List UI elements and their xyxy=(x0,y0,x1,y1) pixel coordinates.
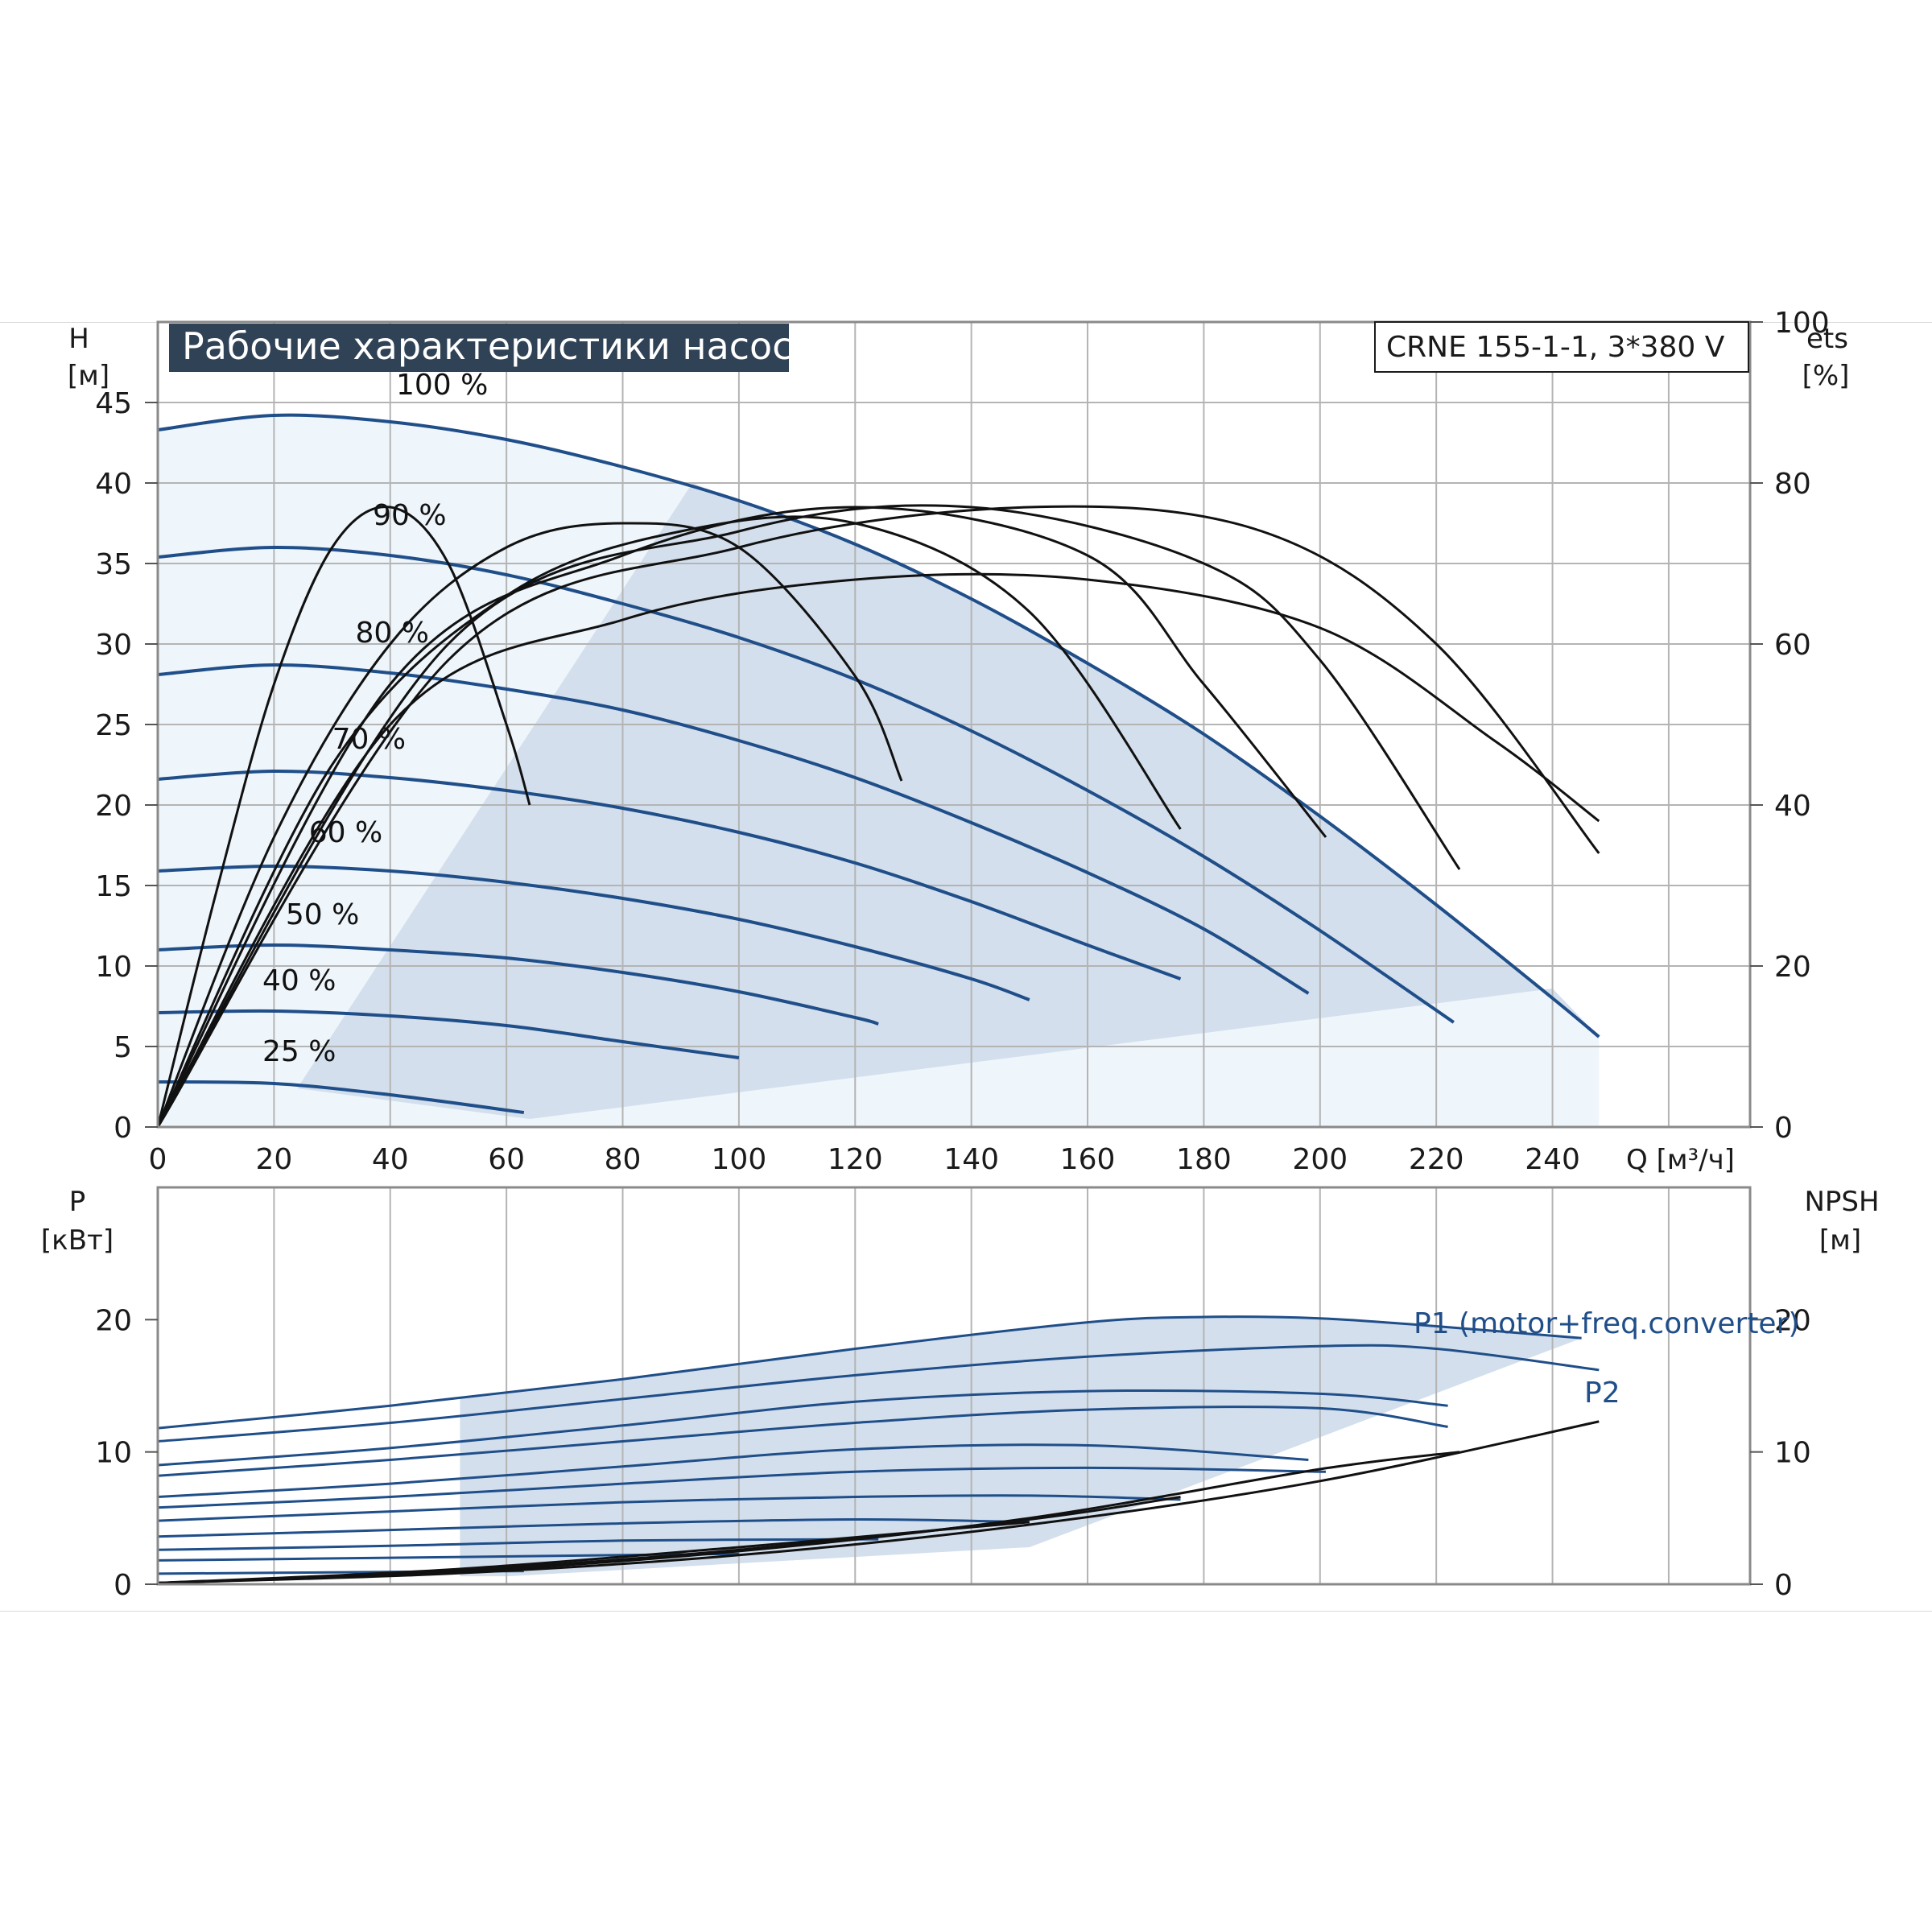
y-tick-label: 10 xyxy=(95,951,132,984)
y-tick-label: 30 xyxy=(95,629,132,662)
head-curve-40 xyxy=(158,1009,740,1059)
x-tick-label: 80 xyxy=(605,1143,642,1176)
x-tick-label: 180 xyxy=(1176,1143,1232,1176)
p2-curve-14 xyxy=(158,1521,1030,1584)
model-label: CRNE 155-1-1, 3*380 V xyxy=(1386,331,1725,364)
x-tick-label: 120 xyxy=(828,1143,883,1176)
head-chart: Рабочие характеристики насоса CRNE 155-1… xyxy=(68,307,1850,1176)
npsh-y-tick-labels: 0 10 20 xyxy=(1750,1304,1811,1602)
x-tick-label: 40 xyxy=(372,1143,409,1176)
p1-curve-5 xyxy=(158,1466,1327,1509)
speed-label: 100 % xyxy=(396,369,488,402)
y-tick-label: 35 xyxy=(95,548,132,581)
power-curves xyxy=(158,1315,1600,1584)
head-x-tick-labels: 0 20 40 60 80 100 120 140 160 180 200 220 240 xyxy=(149,1143,1580,1176)
power-y-label-line2: [кВт] xyxy=(41,1224,114,1257)
y2-tick-label: 100 xyxy=(1774,307,1830,340)
efficiency-curve-8 xyxy=(158,506,531,1127)
chart-title-box xyxy=(169,324,789,372)
x-tick-label: 160 xyxy=(1060,1143,1116,1176)
p1-curve-1 xyxy=(158,1344,1600,1443)
x-tick-label: 60 xyxy=(488,1143,525,1176)
head-y-tick-labels: 0 5 10 15 20 25 30 35 40 45 xyxy=(95,387,158,1145)
p1-curve-3 xyxy=(158,1406,1448,1477)
p1-curve-2 xyxy=(158,1389,1448,1467)
efficiency-curve-9 xyxy=(158,522,903,1127)
npsh-y-tick-label: 20 xyxy=(1774,1304,1811,1337)
flow-x-label: Q [м³/ч] xyxy=(1626,1144,1735,1176)
y-tick-label: 25 xyxy=(95,709,132,742)
p1-curve-6 xyxy=(158,1494,1181,1522)
y-tick-label: 0 xyxy=(114,1112,132,1145)
p1-series-label: P1 (motor+freq.converter) xyxy=(1414,1307,1799,1340)
y-tick-label: 5 xyxy=(114,1031,132,1064)
efficiency-curve-10 xyxy=(158,515,1182,1127)
speed-label: 70 % xyxy=(332,723,406,756)
efficiency-curve-14 xyxy=(158,572,1600,1127)
y2-tick-label: 60 xyxy=(1774,629,1811,662)
p1-curve-7 xyxy=(158,1517,1030,1538)
head-curves xyxy=(158,413,1600,1127)
power-y-label-line1: P xyxy=(69,1186,86,1218)
speed-label: 90 % xyxy=(373,499,446,532)
x-tick-label: 20 xyxy=(255,1143,292,1176)
npsh-y-label-line1: NPSH xyxy=(1804,1186,1879,1218)
p2-series-label: P2 xyxy=(1584,1377,1620,1410)
power-y-tick-label: 20 xyxy=(95,1304,132,1337)
head-curve-100 xyxy=(158,413,1600,1038)
chart-title: Рабочие характеристики насоса xyxy=(182,324,815,368)
p1-curve-8 xyxy=(158,1538,879,1551)
power-chart: 0 10 20 0 10 20 P [кВт] NPSH [м] P1 (motor+f… xyxy=(41,1186,1880,1602)
power-operating-band xyxy=(460,1316,1582,1577)
head-curve-50 xyxy=(158,943,879,1026)
y-tick-label: 15 xyxy=(95,870,132,903)
speed-label: 80 % xyxy=(355,617,428,650)
head-y-label-line1: H xyxy=(68,323,89,355)
model-box xyxy=(1374,321,1749,373)
speed-label: 40 % xyxy=(262,964,336,997)
y2-tick-label: 0 xyxy=(1774,1112,1793,1145)
efficiency-curve-11 xyxy=(158,506,1327,1127)
x-tick-label: 140 xyxy=(943,1143,999,1176)
head-curve-70 xyxy=(158,769,1182,980)
npsh-y-tick-label: 0 xyxy=(1774,1569,1793,1602)
eff-y-label-line1: ets xyxy=(1806,323,1848,355)
x-tick-label: 220 xyxy=(1409,1143,1464,1176)
eff-y-label-line2: [%] xyxy=(1802,360,1850,392)
npsh-y-tick-label: 10 xyxy=(1774,1437,1811,1470)
y2-tick-label: 40 xyxy=(1774,790,1811,823)
speed-label: 60 % xyxy=(309,816,382,849)
p1-curve-4 xyxy=(158,1443,1309,1498)
x-tick-label: 100 xyxy=(712,1143,767,1176)
power-y-tick-label: 0 xyxy=(114,1569,132,1602)
y2-tick-label: 80 xyxy=(1774,468,1811,501)
head-curve-80 xyxy=(158,663,1310,995)
speed-label: 50 % xyxy=(286,898,359,931)
x-tick-label: 200 xyxy=(1292,1143,1348,1176)
head-curve-25 xyxy=(158,1080,525,1114)
y-tick-label: 40 xyxy=(95,468,132,501)
p1-curve-0 xyxy=(158,1315,1582,1430)
speed-label: 25 % xyxy=(262,1035,336,1068)
y2-tick-label: 20 xyxy=(1774,951,1811,984)
y-tick-label: 45 xyxy=(95,387,132,420)
power-chart-frame xyxy=(156,1186,1752,1586)
speed-labels: 100 % 90 % 80 % 70 % 60 % 50 % 40 % 25 % xyxy=(262,369,488,1068)
x-tick-label: 0 xyxy=(149,1143,167,1176)
y-tick-label: 20 xyxy=(95,790,132,823)
power-chart-grid xyxy=(273,1187,1670,1584)
head-curve-90 xyxy=(158,545,1455,1024)
power-y-tick-label: 10 xyxy=(95,1437,132,1470)
power-y-tick-labels: 0 10 20 xyxy=(95,1304,158,1602)
efficiency-curve-13 xyxy=(158,505,1600,1127)
head-y-label-line2: [м] xyxy=(68,360,109,392)
eff-y-tick-labels: 0 20 40 60 80 100 xyxy=(1750,307,1830,1145)
x-tick-label: 240 xyxy=(1525,1143,1580,1176)
npsh-y-label-line2: [м] xyxy=(1819,1224,1861,1257)
